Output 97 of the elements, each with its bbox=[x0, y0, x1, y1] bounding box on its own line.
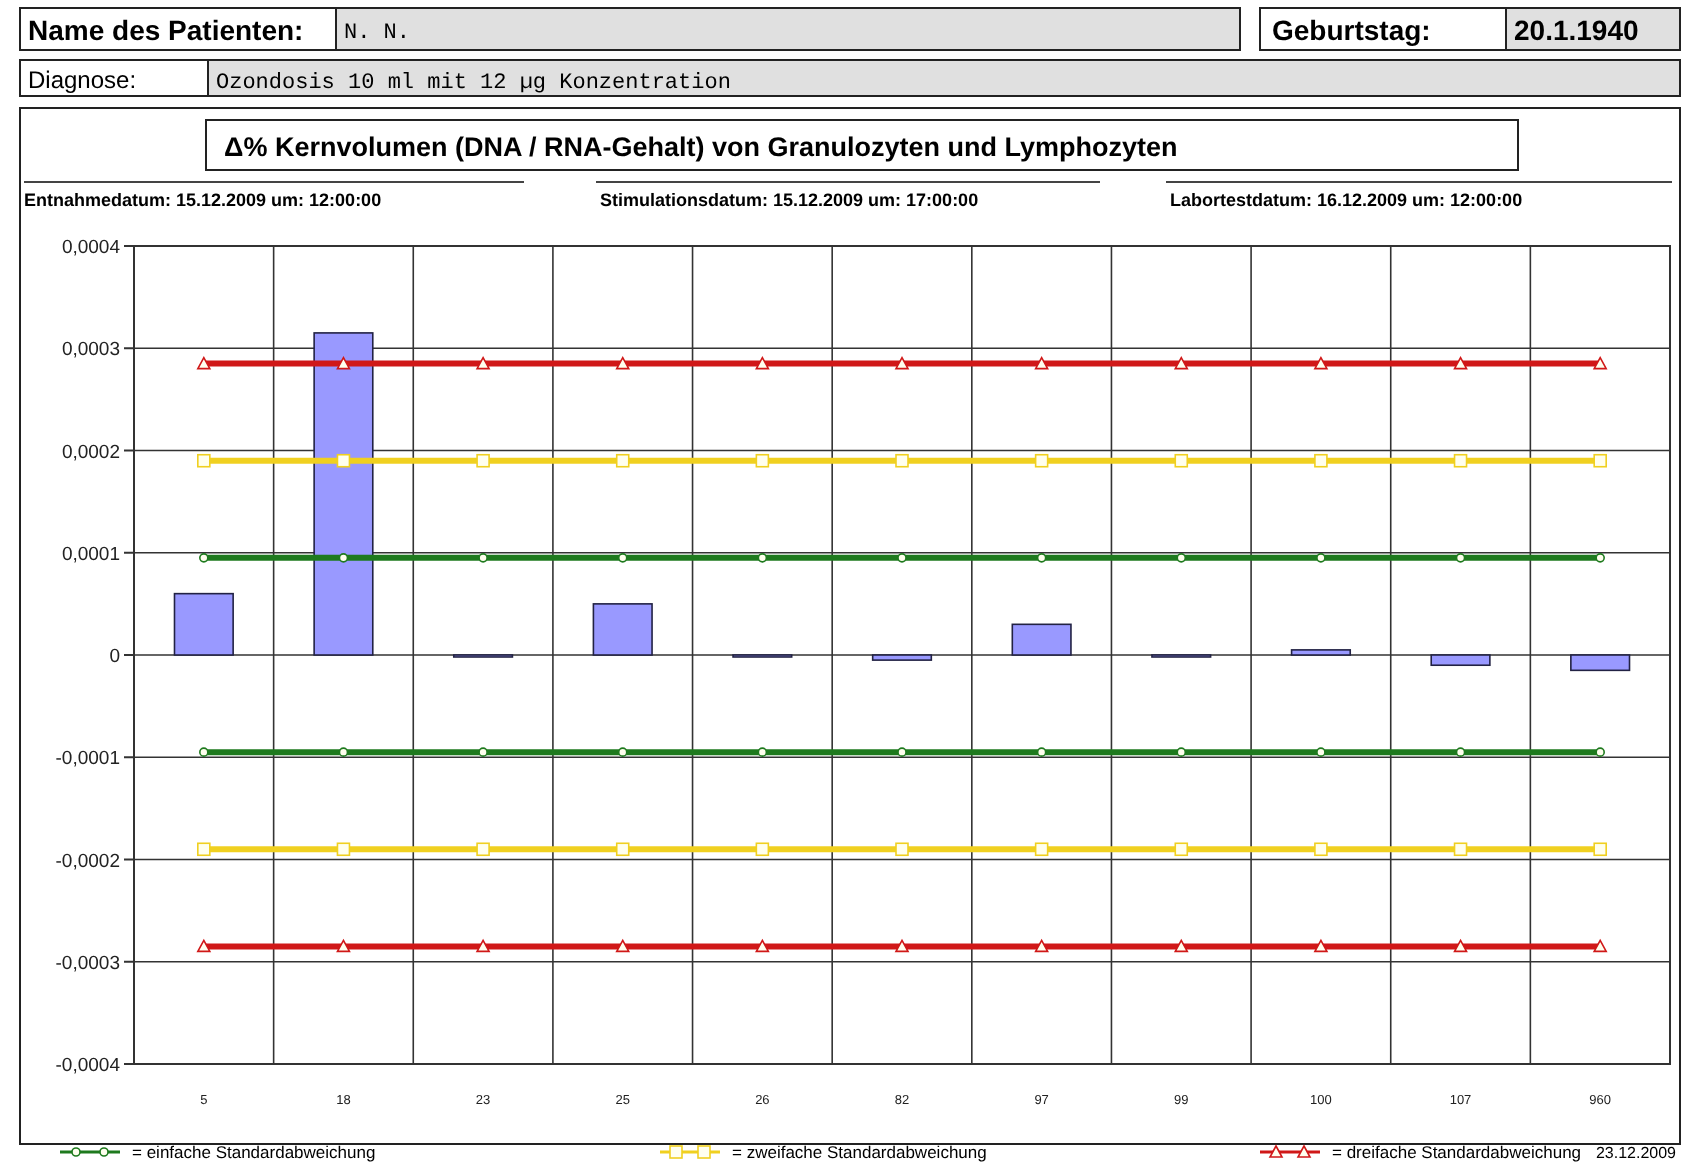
point bbox=[1455, 747, 1466, 757]
point bbox=[1034, 939, 1049, 953]
point bbox=[1593, 939, 1607, 953]
point bbox=[755, 939, 770, 953]
point bbox=[197, 842, 211, 857]
bar bbox=[592, 603, 653, 656]
bar bbox=[1430, 654, 1491, 667]
point bbox=[615, 842, 630, 857]
point bbox=[617, 747, 628, 757]
point bbox=[895, 356, 909, 370]
point bbox=[755, 453, 770, 468]
point bbox=[199, 747, 209, 757]
text: Diagnose: bbox=[28, 66, 137, 94]
point bbox=[1034, 356, 1049, 370]
point bbox=[336, 356, 351, 370]
point bbox=[615, 356, 630, 370]
point bbox=[1174, 939, 1189, 953]
point bbox=[336, 939, 351, 953]
point bbox=[1036, 747, 1047, 757]
point bbox=[1174, 453, 1189, 468]
point bbox=[1593, 453, 1607, 468]
bar bbox=[1570, 654, 1631, 672]
point bbox=[1453, 453, 1468, 468]
point bbox=[476, 453, 490, 468]
legend-label: = dreifache Standardabweichung bbox=[1332, 1142, 1582, 1162]
point bbox=[1593, 842, 1607, 857]
point bbox=[338, 747, 349, 757]
point bbox=[1455, 553, 1466, 563]
text: N. N. bbox=[344, 22, 411, 46]
legend-label: = einfache Standardabweichung bbox=[132, 1142, 376, 1162]
text: 23.12.2009 bbox=[1595, 1144, 1678, 1162]
point bbox=[1593, 356, 1607, 370]
point bbox=[1314, 939, 1328, 953]
point bbox=[757, 747, 768, 757]
y-tick-label: 0,0001 bbox=[61, 543, 120, 566]
y-tick-label: -0,0004 bbox=[55, 1055, 120, 1077]
y-tick-label: 0,0004 bbox=[61, 237, 120, 259]
bar bbox=[173, 592, 234, 656]
text: Labortestdatum: 16.12.2009 um: 12:00:00 bbox=[1170, 190, 1523, 210]
point bbox=[1595, 747, 1605, 757]
point bbox=[476, 356, 490, 370]
point bbox=[476, 842, 490, 857]
legend-label: = zweifache Standardabweichung bbox=[732, 1142, 988, 1162]
point bbox=[615, 939, 630, 953]
point bbox=[1034, 842, 1049, 857]
point bbox=[1314, 842, 1328, 857]
point bbox=[1316, 553, 1326, 563]
text: Name des Patienten: bbox=[28, 14, 304, 46]
point bbox=[617, 553, 628, 563]
chart-title: Δ% Kernvolumen (DNA / RNA-Gehalt) von Granulozyten und Lymphozyten bbox=[224, 132, 1178, 162]
point bbox=[1453, 356, 1468, 370]
point bbox=[1453, 842, 1468, 857]
point bbox=[1314, 453, 1328, 468]
point bbox=[1314, 356, 1328, 370]
point bbox=[757, 553, 768, 563]
point bbox=[1316, 747, 1326, 757]
text: Entnahmedatum: 15.12.2009 um: 12:00:00 bbox=[24, 190, 382, 210]
bar bbox=[1290, 649, 1352, 656]
point bbox=[1453, 939, 1468, 953]
y-tick-label: 0 bbox=[109, 646, 120, 668]
point bbox=[1595, 553, 1605, 563]
point bbox=[478, 747, 488, 757]
point bbox=[755, 842, 770, 857]
point bbox=[336, 453, 351, 468]
y-tick-label: 0,0002 bbox=[61, 441, 120, 464]
point bbox=[1174, 356, 1189, 370]
point bbox=[199, 553, 209, 563]
point bbox=[895, 939, 909, 953]
text: Stimulationsdatum: 15.12.2009 um: 17:00:00 bbox=[600, 190, 979, 210]
bar bbox=[313, 332, 374, 656]
y-tick-label: -0,0001 bbox=[55, 748, 120, 771]
point bbox=[1176, 747, 1187, 757]
point bbox=[1034, 453, 1049, 468]
point bbox=[1174, 842, 1189, 857]
bar bbox=[1011, 623, 1072, 656]
y-tick-label: -0,0003 bbox=[55, 952, 120, 975]
point bbox=[1176, 553, 1187, 563]
bar bbox=[871, 654, 933, 661]
point bbox=[336, 842, 351, 857]
point bbox=[897, 747, 907, 757]
y-tick-label: -0,0002 bbox=[55, 850, 120, 873]
point bbox=[478, 553, 488, 563]
point bbox=[755, 356, 770, 370]
point bbox=[897, 553, 907, 563]
point bbox=[197, 453, 211, 468]
point bbox=[615, 453, 630, 468]
point bbox=[197, 939, 211, 953]
point bbox=[197, 356, 211, 370]
text: Ozondosis 10 ml mit 12 µg Konzentration bbox=[216, 72, 731, 96]
text: Geburtstag: bbox=[1272, 14, 1431, 46]
y-tick-label: 0,0003 bbox=[61, 339, 120, 362]
point bbox=[895, 453, 909, 468]
point bbox=[338, 553, 349, 563]
point bbox=[476, 939, 490, 953]
point bbox=[895, 842, 909, 857]
text: 20.1.1940 bbox=[1514, 14, 1639, 46]
point bbox=[1036, 553, 1047, 563]
